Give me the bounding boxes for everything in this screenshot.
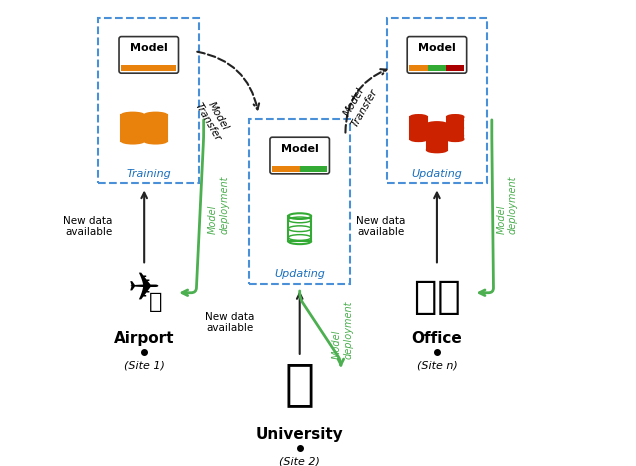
Text: ✈: ✈: [128, 269, 160, 307]
Ellipse shape: [288, 239, 311, 244]
Bar: [121, 65, 176, 71]
Text: Updating: Updating: [411, 169, 462, 179]
Ellipse shape: [144, 138, 167, 144]
Bar: [410, 65, 428, 71]
Text: Updating: Updating: [274, 269, 325, 280]
Bar: [447, 117, 464, 139]
Text: Model
deployment: Model deployment: [208, 176, 230, 234]
Bar: [427, 124, 447, 150]
Text: New data
available: New data available: [205, 312, 254, 333]
Bar: [121, 116, 144, 141]
Text: 🗼: 🗼: [149, 292, 162, 312]
FancyBboxPatch shape: [119, 37, 179, 73]
Ellipse shape: [288, 213, 311, 219]
FancyBboxPatch shape: [387, 18, 487, 183]
Text: Model: Model: [418, 43, 456, 53]
Bar: [144, 116, 167, 141]
Bar: [300, 166, 327, 171]
Ellipse shape: [427, 147, 447, 152]
FancyBboxPatch shape: [270, 137, 329, 174]
Text: (Site 2): (Site 2): [279, 457, 320, 466]
Text: University: University: [256, 427, 343, 442]
Ellipse shape: [447, 115, 464, 119]
Text: New data
available: New data available: [63, 216, 112, 237]
Ellipse shape: [121, 138, 144, 144]
Text: 🏛: 🏛: [285, 360, 315, 408]
Text: Model
deployment: Model deployment: [332, 300, 354, 358]
Text: Training: Training: [127, 169, 171, 179]
Text: Model
deployment: Model deployment: [496, 176, 518, 234]
Text: Model: Model: [281, 144, 319, 154]
Text: New data
available: New data available: [356, 216, 405, 237]
Bar: [428, 65, 446, 71]
Text: 🧑‍💻: 🧑‍💻: [413, 278, 460, 316]
Text: Model
Transfer: Model Transfer: [193, 95, 233, 143]
FancyBboxPatch shape: [99, 18, 199, 183]
Ellipse shape: [410, 115, 427, 119]
Text: (Site n): (Site n): [417, 361, 457, 371]
Ellipse shape: [427, 122, 447, 127]
Bar: [272, 166, 300, 171]
Text: Airport: Airport: [114, 331, 174, 346]
Bar: [446, 65, 464, 71]
Text: Model: Model: [130, 43, 168, 53]
Text: Office: Office: [411, 331, 462, 346]
Ellipse shape: [447, 137, 464, 141]
Text: Model
Transfer: Model Transfer: [339, 82, 379, 129]
FancyBboxPatch shape: [249, 119, 350, 284]
Text: (Site 1): (Site 1): [124, 361, 165, 371]
Ellipse shape: [121, 113, 144, 118]
Bar: [288, 216, 311, 241]
Bar: [410, 117, 427, 139]
FancyBboxPatch shape: [407, 37, 467, 73]
Ellipse shape: [144, 113, 167, 118]
Ellipse shape: [410, 137, 427, 141]
